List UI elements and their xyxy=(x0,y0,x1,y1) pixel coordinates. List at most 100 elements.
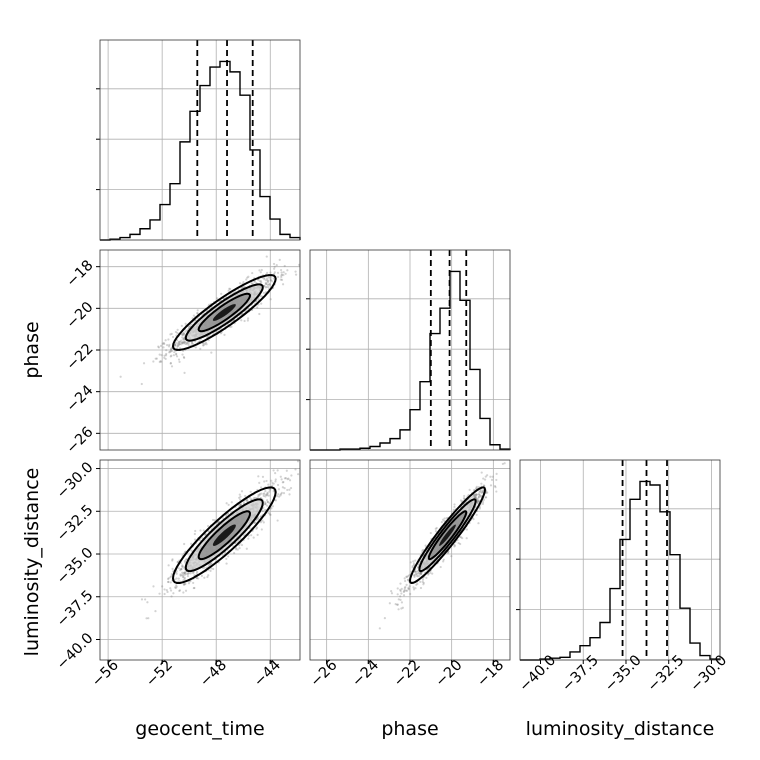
sample-point xyxy=(227,289,230,292)
sample-point xyxy=(412,574,416,577)
sample-point xyxy=(298,263,300,266)
sample-point xyxy=(268,283,271,286)
sample-point xyxy=(442,560,445,563)
panel-contents xyxy=(100,460,303,660)
sample-point xyxy=(169,355,172,358)
sample-point xyxy=(175,584,178,587)
sample-point xyxy=(404,585,407,589)
sample-point xyxy=(283,477,287,480)
sample-point xyxy=(425,576,428,580)
sample-point xyxy=(255,526,259,529)
contour-line xyxy=(171,486,277,584)
sample-point xyxy=(279,492,283,496)
sample-point xyxy=(272,277,275,280)
sample-point xyxy=(278,258,281,261)
sample-point xyxy=(260,268,263,272)
sample-point xyxy=(276,271,280,275)
sample-point xyxy=(284,272,287,275)
sample-point xyxy=(300,262,302,264)
sample-point xyxy=(399,588,402,591)
sample-point xyxy=(238,496,241,499)
sample-point xyxy=(480,471,483,474)
sample-point xyxy=(193,538,197,541)
sample-point xyxy=(245,499,249,502)
sample-point xyxy=(183,573,186,576)
sample-point xyxy=(230,325,233,328)
sample-point xyxy=(178,589,182,592)
sample-point xyxy=(254,496,257,500)
sample-point xyxy=(238,282,242,285)
sample-point xyxy=(476,500,479,503)
sample-point xyxy=(475,485,478,488)
sample-point xyxy=(258,280,261,283)
sample-point xyxy=(174,586,177,589)
sample-point xyxy=(468,488,471,491)
contour-line xyxy=(427,510,468,561)
sample-point xyxy=(229,287,232,291)
sample-point xyxy=(119,375,122,378)
sample-point xyxy=(480,482,483,485)
sample-point xyxy=(405,575,408,578)
sample-point xyxy=(473,494,476,497)
sample-point xyxy=(252,536,255,539)
sample-point xyxy=(216,297,219,300)
sample-point xyxy=(246,317,250,320)
sample-point xyxy=(250,534,253,537)
sample-point xyxy=(166,344,169,347)
sample-point xyxy=(258,494,261,497)
sample-point xyxy=(213,519,216,522)
sample-point xyxy=(269,271,272,274)
sample-point xyxy=(164,354,168,357)
sample-point xyxy=(175,570,178,573)
sample-point xyxy=(264,281,267,284)
sample-point xyxy=(193,586,196,590)
x-tick-label-phase: −18 xyxy=(474,657,507,690)
contour-line xyxy=(197,292,252,333)
sample-point xyxy=(203,566,206,569)
sample-point xyxy=(503,462,506,465)
sample-point xyxy=(408,588,411,591)
sample-point xyxy=(405,575,409,578)
sample-point xyxy=(400,601,404,604)
sample-point xyxy=(453,545,456,548)
sample-point xyxy=(294,468,297,471)
sample-point xyxy=(204,341,208,344)
sample-point xyxy=(276,483,280,487)
sample-point xyxy=(453,503,456,506)
sample-point xyxy=(169,361,172,365)
sample-point xyxy=(271,481,274,484)
sample-point xyxy=(186,572,189,576)
sample-point xyxy=(187,582,191,585)
sample-point xyxy=(180,324,183,328)
histogram-luminosity-distance xyxy=(520,480,721,661)
sample-point xyxy=(210,562,213,565)
sample-point xyxy=(176,561,179,564)
sample-point xyxy=(176,331,179,335)
sample-point xyxy=(180,568,183,571)
sample-point xyxy=(412,588,416,591)
sample-point xyxy=(280,273,284,276)
sample-point xyxy=(408,585,411,588)
sample-point xyxy=(193,532,196,536)
sample-point xyxy=(301,467,303,469)
sample-point xyxy=(196,309,199,312)
y-tick-label-phase: −26 xyxy=(64,424,97,457)
sample-point xyxy=(296,460,300,463)
sample-point xyxy=(183,577,186,581)
sample-point xyxy=(177,567,180,570)
sample-point xyxy=(272,262,276,266)
sample-point xyxy=(403,590,406,593)
sample-point xyxy=(223,333,226,336)
sample-point xyxy=(270,479,273,482)
sample-point xyxy=(305,254,307,256)
sample-point xyxy=(177,343,180,346)
sample-point xyxy=(175,585,178,588)
sample-point xyxy=(181,341,184,344)
sample-point xyxy=(152,585,155,588)
sample-point xyxy=(424,544,427,547)
sample-point xyxy=(190,323,193,326)
sample-point xyxy=(288,488,291,491)
sample-point xyxy=(182,575,185,578)
sample-point xyxy=(431,572,434,575)
sample-point xyxy=(159,360,162,363)
